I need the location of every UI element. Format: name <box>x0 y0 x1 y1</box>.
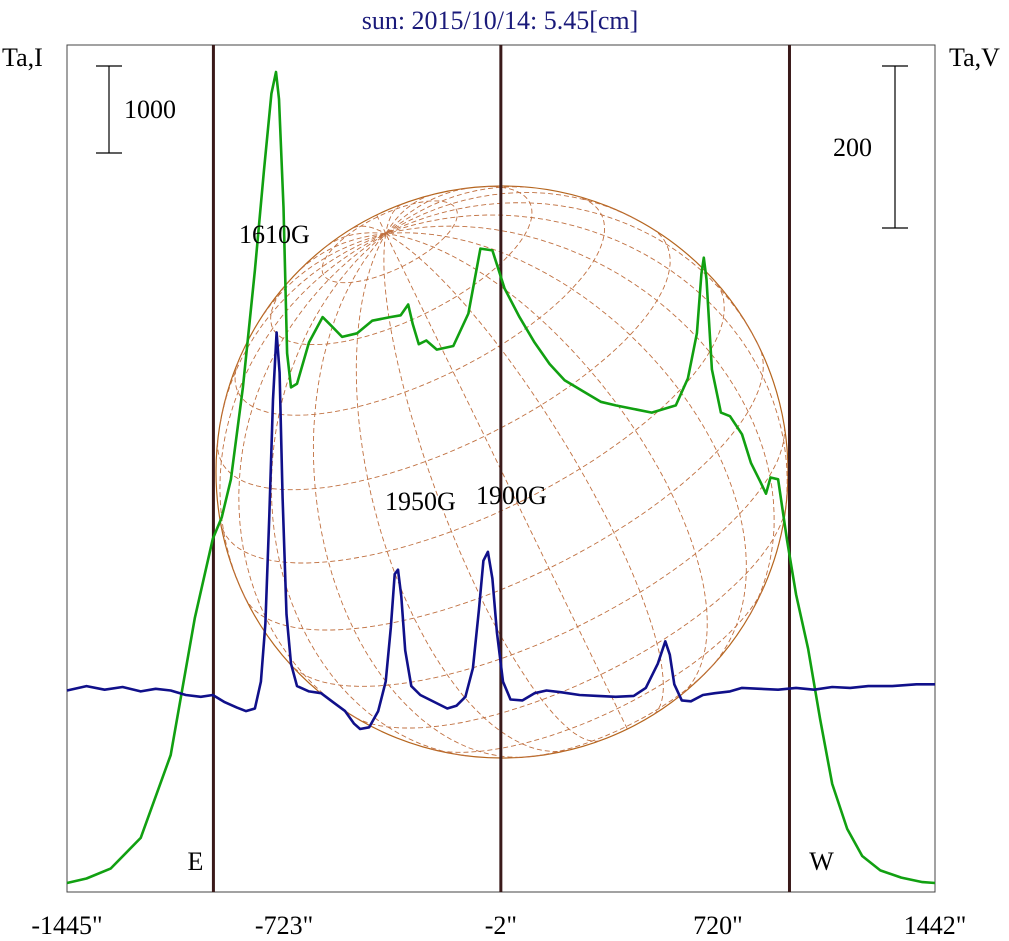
right-scale-label: 200 <box>833 133 872 162</box>
longitude-line <box>326 232 386 247</box>
limb-lines <box>211 45 791 892</box>
longitude-line <box>385 233 664 715</box>
longitude-line <box>385 233 708 695</box>
latitude-line <box>217 228 671 491</box>
annotation-1950g: 1950G <box>385 487 456 516</box>
longitude-line <box>219 233 387 598</box>
series-group <box>66 70 936 885</box>
longitude-line <box>262 233 386 315</box>
latitude-line <box>321 200 458 284</box>
left-scale-label: 1000 <box>124 95 176 124</box>
longitude-line <box>385 233 628 730</box>
longitude-line <box>355 233 566 752</box>
longitude-line <box>385 194 432 234</box>
limb-label-W: W <box>809 847 834 876</box>
longitude-line <box>300 233 386 270</box>
annotation-1900g: 1900G <box>476 481 547 510</box>
longitude-line <box>385 192 637 235</box>
series-line-I <box>66 70 936 885</box>
right-axis-label: Ta,V <box>949 43 1000 72</box>
x-tick-label: -2" <box>485 911 517 940</box>
limb-label-E: E <box>187 847 203 876</box>
longitude-line <box>353 225 387 235</box>
x-tick-label: 720" <box>693 911 743 940</box>
chart-title: sun: 2015/10/14: 5.45[cm] <box>362 6 639 35</box>
left-axis-label: Ta,I <box>2 43 43 72</box>
longitude-line <box>385 188 466 235</box>
longitude-line <box>385 204 402 234</box>
longitude-line <box>312 233 529 758</box>
longitude-line <box>385 232 747 669</box>
series-line-V <box>66 331 935 731</box>
longitude-line <box>376 214 387 234</box>
x-tick-label: -723" <box>255 911 313 940</box>
latitude-line <box>355 507 787 729</box>
longitude-line <box>219 233 386 423</box>
latitude-line <box>234 195 605 416</box>
latitude-line <box>431 587 765 753</box>
right-scale-bar <box>882 65 908 229</box>
left-scale-bar <box>96 65 122 154</box>
longitude-line <box>383 233 600 742</box>
annotation-1610g: 1610G <box>239 220 310 249</box>
latitude-line <box>219 279 725 564</box>
longitude-line <box>385 214 788 508</box>
x-tick-label: 1442" <box>904 911 967 940</box>
longitude-line <box>385 202 760 347</box>
latitude-line <box>293 428 785 687</box>
longitude-line <box>238 233 387 718</box>
x-tick-label: -1445" <box>31 911 102 940</box>
x-tick-labels: -1445" -723" -2" 720" 1442" <box>31 911 966 940</box>
latitude-line <box>270 186 533 346</box>
